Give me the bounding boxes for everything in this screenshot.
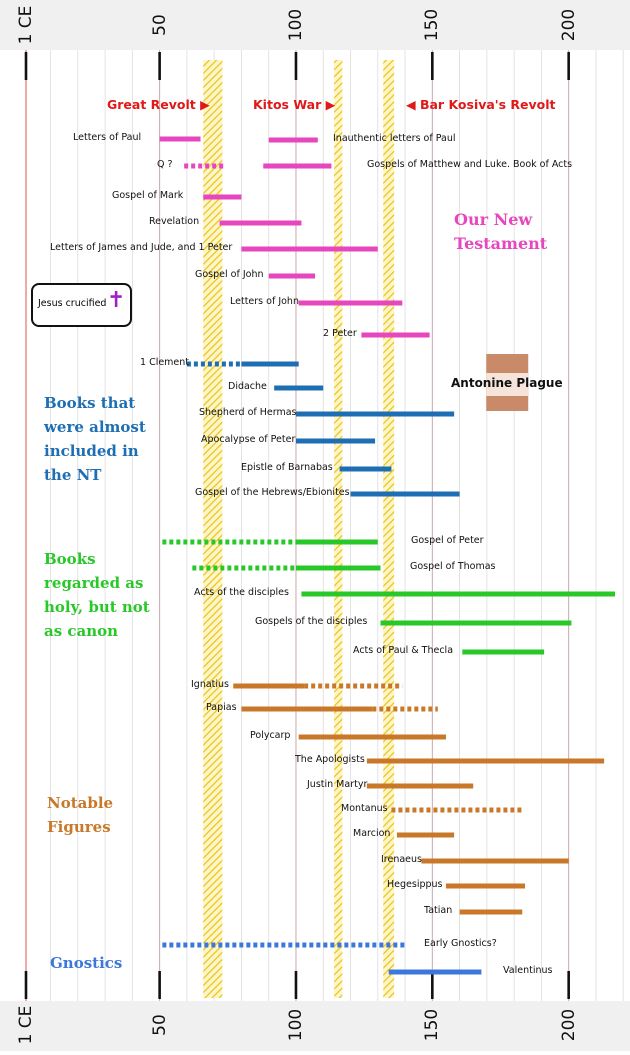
bar-label-justin-martyr: Justin Martyr <box>307 779 368 790</box>
plague-label: Antonine Plague <box>451 376 563 390</box>
callout-label: Jesus crucified <box>38 298 107 309</box>
bar-label-gospel-of-the-hebrews-ebionites: Gospel of the Hebrews/Ebionites <box>195 487 350 498</box>
event-band-kitos-war <box>334 60 343 998</box>
axis-tick-label: 1 CE <box>16 5 36 45</box>
axis-tick-label: 200 <box>558 1008 579 1042</box>
bar-label-marcion: Marcion <box>353 828 391 839</box>
bar-label-gospel-of-peter: Gospel of Peter <box>411 535 484 546</box>
axis-tick-label: 50 <box>149 14 170 36</box>
bar-label-apocalypse-of-peter: Apocalypse of Peter <box>201 434 296 445</box>
bar-label-tatian: Tatian <box>424 905 453 916</box>
plague-box-band <box>486 373 529 396</box>
axis-tick-label: 50 <box>149 1014 170 1036</box>
axis-tick-label: 200 <box>558 8 579 42</box>
bar-label-montanus: Montanus <box>341 803 388 814</box>
bar-label-revelation: Revelation <box>149 216 200 227</box>
bar-label-valentinus: Valentinus <box>503 965 553 976</box>
bar-label-shepherd-of-hermas: Shepherd of Hermas <box>199 407 297 418</box>
bar-label-acts-of-the-disciples: Acts of the disciples <box>194 587 289 598</box>
bar-label-hegesippus: Hegesippus <box>387 879 443 890</box>
axis-tick-label: 150 <box>422 8 443 42</box>
bar-label-inauthentic-letters-of-paul: Inauthentic letters of Paul <box>333 133 456 144</box>
axis-tick-label: 1 CE <box>16 1005 36 1045</box>
bar-label-q: Q ? <box>157 159 173 170</box>
section-title-holy: Books regarded as holy, but not as canon <box>44 550 150 640</box>
jesus-crucified-callout: Jesus crucified ✝ <box>31 283 132 327</box>
cross-icon: ✝ <box>107 288 126 313</box>
event-label-bar-kosiva: ◀ Bar Kosiva's Revolt <box>406 97 556 112</box>
top-axis <box>0 0 630 50</box>
bar-label-letters-of-john: Letters of John <box>230 296 299 307</box>
bar-label-1-clement: 1 Clement <box>140 357 190 368</box>
bar-label-letters-of-james-and-jude-and-1-peter: Letters of James and Jude, and 1 Peter <box>50 242 233 253</box>
bottom-axis <box>0 1001 630 1051</box>
bar-label-didache: Didache <box>228 381 267 392</box>
bar-label-gospel-of-mark: Gospel of Mark <box>112 190 184 201</box>
bar-label-2-peter: 2 Peter <box>323 328 357 339</box>
bar-label-acts-of-paul-thecla: Acts of Paul & Thecla <box>353 645 454 656</box>
bar-label-epistle-of-barnabas: Epistle of Barnabas <box>241 462 333 473</box>
axis-tick-label: 150 <box>422 1008 443 1042</box>
bar-label-gospels-of-the-disciples: Gospels of the disciples <box>255 616 368 627</box>
event-band-great-revolt <box>203 60 223 998</box>
section-title-almost: Books that were almost included in the N… <box>44 394 146 484</box>
bar-label-papias: Papias <box>206 702 237 713</box>
bar-label-gospel-of-john: Gospel of John <box>195 269 264 280</box>
section-title-new-testament: Our New Testament <box>454 210 548 253</box>
bar-label-polycarp: Polycarp <box>250 730 291 741</box>
axis-tick-label: 100 <box>285 8 306 42</box>
event-label-kitos-war: Kitos War ▶ <box>253 97 336 112</box>
bar-label-the-apologists: The Apologists <box>295 754 365 765</box>
axis-tick-label: 100 <box>285 1008 306 1042</box>
section-title-figures: Notable Figures <box>47 794 114 836</box>
bar-label-letters-of-paul: Letters of Paul <box>73 132 142 143</box>
bar-label-ignatius: Ignatius <box>191 679 230 690</box>
section-title-gnostics: Gnostics <box>50 954 123 972</box>
bar-label-early-gnostics: Early Gnostics? <box>424 938 497 949</box>
bar-label-gospels-of-matthew-and-luke-book-of-acts: Gospels of Matthew and Luke. Book of Act… <box>367 159 573 170</box>
bar-label-irenaeus: Irenaeus <box>381 854 423 865</box>
event-band-bar-kosiva <box>383 60 395 998</box>
event-label-great-revolt: Great Revolt ▶ <box>107 97 210 112</box>
bar-label-gospel-of-thomas: Gospel of Thomas <box>410 561 496 572</box>
